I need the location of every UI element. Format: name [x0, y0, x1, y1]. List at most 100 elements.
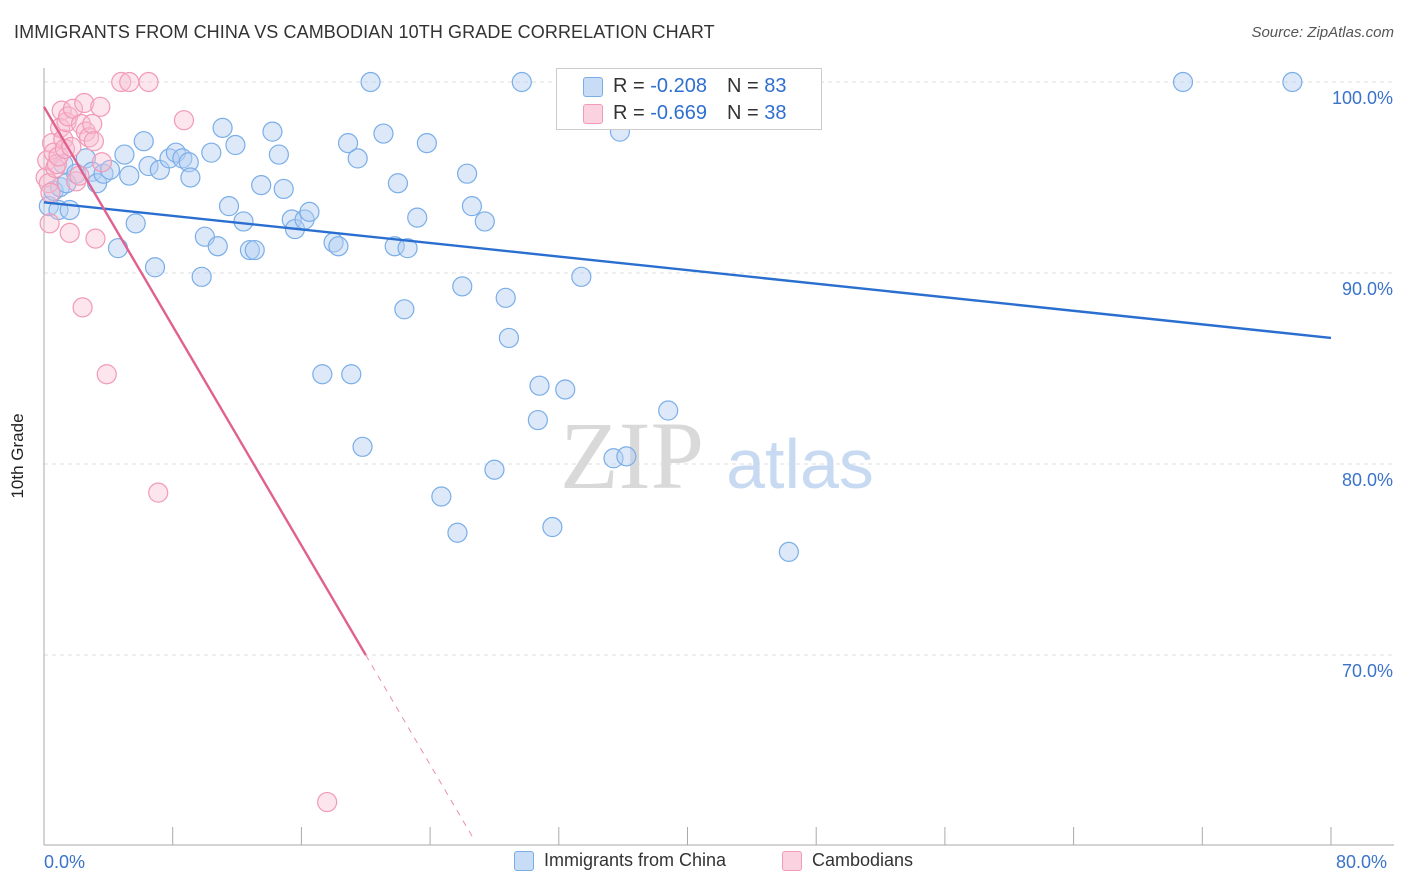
point-immigrants-from-china: [387, 173, 409, 194]
point-cambodians: [83, 131, 104, 152]
point-cambodians: [90, 96, 111, 117]
point-immigrants-from-china: [616, 446, 637, 467]
stats-swatch-cambodians: [583, 104, 603, 124]
point-cambodians: [39, 213, 60, 234]
points-immigrants-from-china: [38, 71, 1303, 562]
point-immigrants-from-china: [373, 123, 394, 144]
legend-item-cambodians[interactable]: Cambodians: [782, 850, 913, 871]
point-immigrants-from-china: [397, 238, 418, 259]
axes: [43, 68, 1394, 846]
point-immigrants-from-china: [360, 71, 381, 93]
point-cambodians: [96, 364, 117, 385]
point-cambodians: [82, 113, 103, 135]
stats-n-value-cambodians: 38: [764, 102, 787, 124]
point-immigrants-from-china: [452, 276, 473, 297]
point-immigrants-from-china: [352, 436, 373, 457]
point-cambodians: [72, 297, 93, 318]
point-immigrants-from-china: [527, 409, 548, 431]
point-cambodians: [49, 117, 71, 138]
point-immigrants-from-china: [457, 163, 478, 184]
point-immigrants-from-china: [461, 196, 483, 217]
point-cambodians: [173, 110, 195, 131]
point-immigrants-from-china: [138, 155, 159, 177]
chart-title: IMMIGRANTS FROM CHINA VS CAMBODIAN 10TH …: [14, 22, 715, 42]
stats-n-label: N =: [726, 102, 765, 124]
stats-n-label: N =: [726, 75, 765, 97]
point-immigrants-from-china: [529, 375, 550, 396]
watermark-atlas: atlas: [726, 425, 874, 503]
point-immigrants-from-china: [133, 131, 154, 152]
stats-r-label: R =: [613, 102, 651, 124]
point-immigrants-from-china: [225, 134, 246, 156]
stats-r-label: R =: [613, 75, 651, 97]
y-tick-labels: 100.0% 90.0% 80.0% 70.0%: [1332, 88, 1393, 681]
point-immigrants-from-china: [555, 379, 576, 400]
y-tick-label: 100.0%: [1332, 88, 1393, 108]
point-immigrants-from-china: [542, 516, 563, 538]
point-immigrants-from-china: [178, 152, 199, 173]
point-immigrants-from-china: [180, 167, 201, 188]
point-immigrants-from-china: [172, 148, 193, 169]
point-immigrants-from-china: [1172, 71, 1194, 93]
points-cambodians: [35, 71, 338, 813]
point-immigrants-from-china: [658, 400, 679, 421]
point-immigrants-from-china: [312, 364, 333, 385]
point-immigrants-from-china: [495, 287, 516, 308]
watermark-zip: ZIP: [560, 402, 704, 509]
point-immigrants-from-china: [407, 207, 428, 228]
bottom-legend: Immigrants from China Cambodians: [0, 850, 1406, 880]
point-immigrants-from-china: [384, 236, 405, 257]
point-immigrants-from-china: [337, 133, 359, 154]
point-immigrants-from-china: [571, 266, 592, 287]
point-cambodians: [148, 482, 169, 503]
x-tick-label-max: 80.0%: [1336, 852, 1388, 872]
point-immigrants-from-china: [447, 522, 468, 543]
point-immigrants-from-china: [125, 213, 146, 234]
y-tick-label: 70.0%: [1342, 661, 1393, 681]
point-cambodians: [85, 228, 106, 249]
point-immigrants-from-china: [498, 327, 520, 349]
point-immigrants-from-china: [114, 144, 135, 165]
point-immigrants-from-china: [233, 211, 254, 232]
trendline-cambodians: [42, 106, 367, 656]
stats-legend: R = -0.208 N = 83 R = -0.669 N = 38: [556, 68, 822, 130]
point-cambodians: [317, 791, 338, 813]
point-cambodians: [61, 136, 82, 158]
point-immigrants-from-china: [1282, 71, 1303, 93]
source-label: Source: ZipAtlas.com: [1251, 24, 1394, 41]
stats-n-value-china: 83: [764, 75, 787, 97]
gridlines: [44, 81, 1394, 656]
point-immigrants-from-china: [299, 201, 320, 222]
point-cambodians: [111, 71, 132, 93]
point-immigrants-from-china: [431, 486, 452, 507]
point-immigrants-from-china: [119, 165, 140, 186]
legend-label-china: Immigrants from China: [544, 850, 727, 870]
trendline-immigrants-from-china: [43, 201, 1332, 340]
x-tick-label-min: 0.0%: [44, 852, 86, 872]
point-cambodians: [59, 222, 80, 243]
trendline-extension-cambodians: [365, 654, 474, 839]
point-immigrants-from-china: [144, 257, 166, 278]
y-tick-label: 90.0%: [1342, 279, 1393, 299]
stats-swatch-china: [583, 77, 603, 97]
point-cambodians: [74, 92, 95, 114]
point-cambodians: [66, 171, 87, 192]
point-immigrants-from-china: [262, 121, 283, 142]
point-immigrants-from-china: [201, 142, 222, 163]
point-immigrants-from-china: [341, 364, 362, 385]
point-immigrants-from-china: [251, 175, 272, 196]
point-immigrants-from-china: [218, 196, 240, 217]
point-immigrants-from-china: [268, 144, 289, 165]
point-immigrants-from-china: [244, 239, 265, 261]
point-immigrants-from-china: [99, 159, 121, 180]
legend-label-cambodians: Cambodians: [812, 850, 914, 870]
point-immigrants-from-china: [603, 448, 624, 469]
legend-item-china[interactable]: Immigrants from China: [514, 850, 726, 871]
point-immigrants-from-china: [484, 459, 505, 480]
point-immigrants-from-china: [191, 266, 212, 287]
point-cambodians: [40, 182, 61, 203]
point-cambodians: [119, 71, 140, 93]
point-immigrants-from-china: [273, 178, 294, 200]
legend-swatch-china: [514, 850, 534, 871]
